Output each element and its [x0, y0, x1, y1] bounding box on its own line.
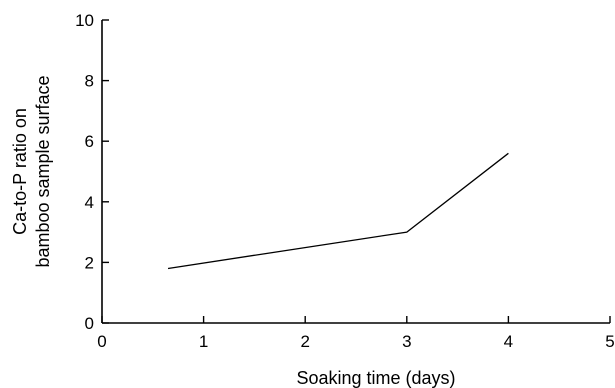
x-tick-label: 2 — [300, 332, 309, 351]
x-ticks: 0 1 2 3 4 5 — [97, 316, 615, 351]
x-tick-label: 4 — [504, 332, 513, 351]
y-ticks: 0 2 4 6 8 10 — [75, 11, 109, 333]
y-tick-label: 2 — [85, 253, 94, 272]
x-axis-title: Soaking time (days) — [296, 368, 455, 388]
y-tick-label: 10 — [75, 11, 94, 30]
y-tick-label: 6 — [85, 132, 94, 151]
y-tick-label: 8 — [85, 72, 94, 91]
x-tick-label: 1 — [199, 332, 208, 351]
axes: 0 1 2 3 4 5 0 2 4 6 8 10 — [75, 11, 615, 351]
y-axis-title-line-2: bamboo sample surface — [33, 75, 53, 267]
x-tick-label: 5 — [605, 332, 614, 351]
y-tick-label: 0 — [85, 314, 94, 333]
y-tick-label: 4 — [85, 193, 94, 212]
y-axis-title: Ca-to-P ratio on bamboo sample surface — [10, 75, 53, 267]
series-group — [167, 152, 509, 270]
x-tick-label: 3 — [402, 332, 411, 351]
series-line — [167, 152, 509, 270]
y-axis-title-line-1: Ca-to-P ratio on — [10, 108, 30, 235]
x-tick-label: 0 — [97, 332, 106, 351]
